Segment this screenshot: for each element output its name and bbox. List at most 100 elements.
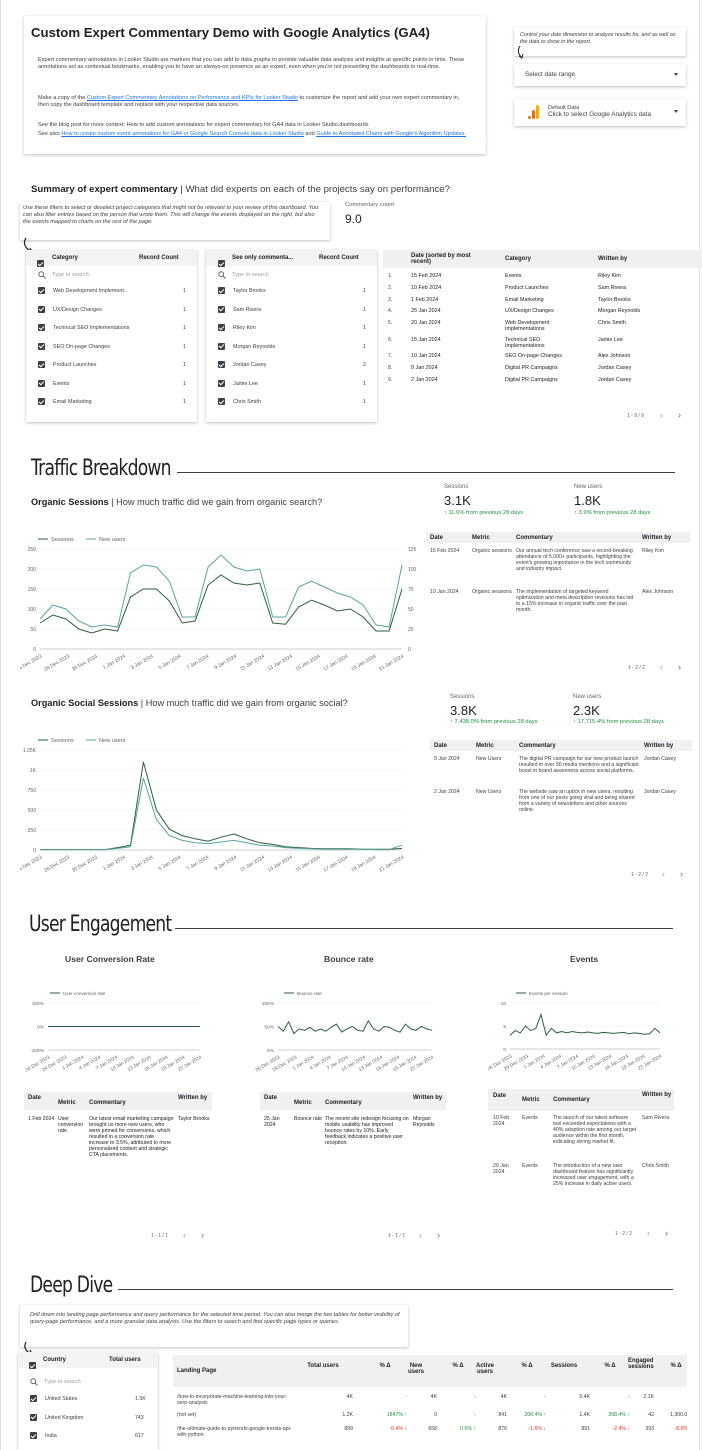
filter-item-count: 1: [183, 343, 186, 350]
table-row[interactable]: 1. 15 Feb 2024 Events Riley Kim: [383, 273, 702, 285]
table-row[interactable]: 9. 2 Jan 2024 Digital PR Campaigns Jordan C…: [383, 377, 702, 389]
checkbox-icon[interactable]: [218, 379, 225, 387]
filter-item[interactable]: Product Launches 1: [26, 358, 197, 377]
checkbox-icon[interactable]: [38, 305, 45, 313]
algorithm-guide-link[interactable]: Guide to Annotated Charts with Google's …: [316, 131, 467, 137]
table-row[interactable]: 7. 10 Jan 2024 SEO On-page Changes Alex Joh…: [383, 353, 702, 365]
row-author: Jamie Lee: [598, 337, 623, 343]
y-tick-label: 0: [503, 1047, 506, 1053]
filter-item[interactable]: Email Marketing 1: [26, 395, 197, 414]
prev-page-button[interactable]: ‹: [419, 1230, 422, 1240]
filter-item-label: Jordan Casey: [233, 362, 267, 368]
filter-item[interactable]: UX/Design Changes 1: [26, 303, 197, 322]
next-page-button[interactable]: ›: [201, 1230, 204, 1240]
next-page-button[interactable]: ›: [678, 662, 681, 672]
table-row[interactable]: /how-to-incorporate-machine-learning-int…: [173, 1394, 687, 1409]
country-filter[interactable]: Country Total users Type to search Unite…: [18, 1352, 158, 1450]
table-row[interactable]: 8. 9 Jan 2024 Digital PR Campaigns Jordan C…: [383, 365, 702, 377]
checkbox-icon[interactable]: [38, 379, 45, 387]
table-row[interactable]: 5. 20 Jan 2024 Web Development Implementat…: [383, 320, 702, 332]
intro-card: Custom Expert Commentary Demo with Googl…: [24, 16, 486, 154]
y-tick-label: 250: [28, 547, 37, 553]
category-search-input[interactable]: Type to search: [52, 272, 89, 278]
row-number: 4.: [388, 308, 393, 314]
author-search-input[interactable]: Type to search: [232, 272, 269, 278]
next-page-button[interactable]: ›: [437, 1230, 440, 1240]
checkbox-icon[interactable]: [30, 1432, 37, 1439]
country-search-input[interactable]: Type to search: [44, 1379, 81, 1385]
filter-item-label: SEO On-page Changes: [53, 343, 110, 350]
checkbox-icon[interactable]: [38, 324, 45, 331]
table-row[interactable]: 6. 15 Jan 2024 Technical SEO Implementatio…: [383, 337, 702, 349]
prev-page-button[interactable]: ‹: [183, 1230, 186, 1240]
row-category: Web Development Implementations: [505, 320, 550, 332]
data-source-picker[interactable]: Default Data Click to select Google Anal…: [514, 99, 686, 126]
next-page-button[interactable]: ›: [680, 869, 683, 879]
prev-page-button[interactable]: ‹: [647, 1228, 650, 1238]
date-range-picker[interactable]: Select date range: [514, 64, 686, 86]
filter-item[interactable]: Jordan Casey 2: [206, 358, 377, 377]
checkbox-icon[interactable]: [30, 1395, 37, 1402]
prev-page-button[interactable]: ‹: [660, 410, 663, 420]
table-row[interactable]: (not set) 1.2K 1847% ↑ 0 - 841 200.4% ↑ 1.4K 208…: [173, 1412, 687, 1427]
checkbox-icon[interactable]: [38, 398, 45, 405]
filter-item[interactable]: Sam Rivera 1: [206, 303, 377, 322]
checkbox-icon[interactable]: [38, 342, 45, 350]
filter-item[interactable]: SEO On-page Changes 1: [26, 340, 197, 359]
next-page-button[interactable]: ›: [665, 1228, 668, 1238]
prev-page-button[interactable]: ‹: [660, 662, 663, 672]
filter-item[interactable]: Technical SEO Implementations 1: [26, 321, 197, 340]
table-row[interactable]: 3. 1 Feb 2024 Email Marketing Taylor Brooks: [383, 297, 702, 309]
select-all-checkbox[interactable]: [37, 260, 44, 268]
y-tick-label: 50%: [264, 1025, 274, 1031]
checkbox-icon[interactable]: [218, 342, 225, 350]
prev-page-button[interactable]: ‹: [662, 869, 665, 879]
conversion-row-metric: User conversion rate: [58, 1116, 84, 1134]
filter-item[interactable]: Jamie Lee 1: [206, 377, 377, 396]
checkbox-icon[interactable]: [218, 361, 225, 368]
filter-item[interactable]: Taylor Brooks 1: [206, 284, 377, 303]
template-link[interactable]: Custom Expert Commentary Annotations on …: [86, 95, 298, 101]
checkbox-icon[interactable]: [38, 287, 45, 294]
y-tick-label: 0: [33, 848, 36, 854]
filter-item[interactable]: Morgan Reynolds 1: [206, 340, 377, 359]
table-row[interactable]: 4. 25 Jan 2024 UX/Design Changes Morgan Rey…: [383, 308, 702, 320]
table-row[interactable]: /the-ultimate-guide-to-pytrends-google-t…: [173, 1426, 687, 1441]
lp-value-cell: -: [474, 1394, 476, 1400]
date-column-header[interactable]: Date (sorted by most recent): [411, 253, 471, 265]
custom-event-link[interactable]: How to create custom event annotations f…: [61, 131, 304, 137]
conversion-row-date: 1 Feb 2024: [28, 1116, 55, 1122]
commentary-column-header: Commentary: [516, 535, 553, 541]
filter-item[interactable]: United States 1.5K: [18, 1392, 158, 1411]
filter-item[interactable]: Chris Smith 1: [206, 395, 377, 414]
checkbox-icon[interactable]: [38, 361, 45, 368]
commentary-count-value: 9.0: [345, 212, 362, 226]
checkbox-icon[interactable]: [218, 287, 225, 294]
select-all-checkbox[interactable]: [218, 260, 225, 268]
select-all-checkbox[interactable]: [29, 1362, 36, 1370]
x-tick-label: 15 Jan 2024: [295, 854, 322, 873]
filter-item[interactable]: United Kingdom 743: [18, 1411, 158, 1430]
checkbox-icon[interactable]: [30, 1413, 37, 1421]
checkbox-icon[interactable]: [218, 398, 225, 405]
filter-item[interactable]: Riley Kim 1: [206, 321, 377, 340]
author-filter-header: See only commenta... Record Count: [206, 250, 377, 268]
written-by-column-header: Written by: [413, 1095, 443, 1101]
checkbox-icon[interactable]: [218, 305, 225, 313]
lp-page-cell: /the-ultimate-guide-to-pytrends-google-t…: [177, 1426, 292, 1438]
table-row[interactable]: 2. 10 Feb 2024 Product Launches Sam Rivera: [383, 285, 702, 297]
filter-item[interactable]: India 617: [18, 1429, 158, 1448]
filter-item[interactable]: Events 1: [26, 377, 197, 396]
y-right-tick-label: 125: [408, 547, 417, 553]
filter-item[interactable]: Web Development Implement.. 1: [26, 284, 197, 303]
row-author: Jordan Casey: [598, 377, 632, 383]
checkbox-icon[interactable]: [218, 324, 225, 331]
author-filter[interactable]: See only commenta... Record Count Type t…: [206, 250, 377, 422]
category-filter[interactable]: Category Record Count Type to search Web…: [26, 250, 197, 422]
next-page-button[interactable]: ›: [678, 410, 681, 420]
